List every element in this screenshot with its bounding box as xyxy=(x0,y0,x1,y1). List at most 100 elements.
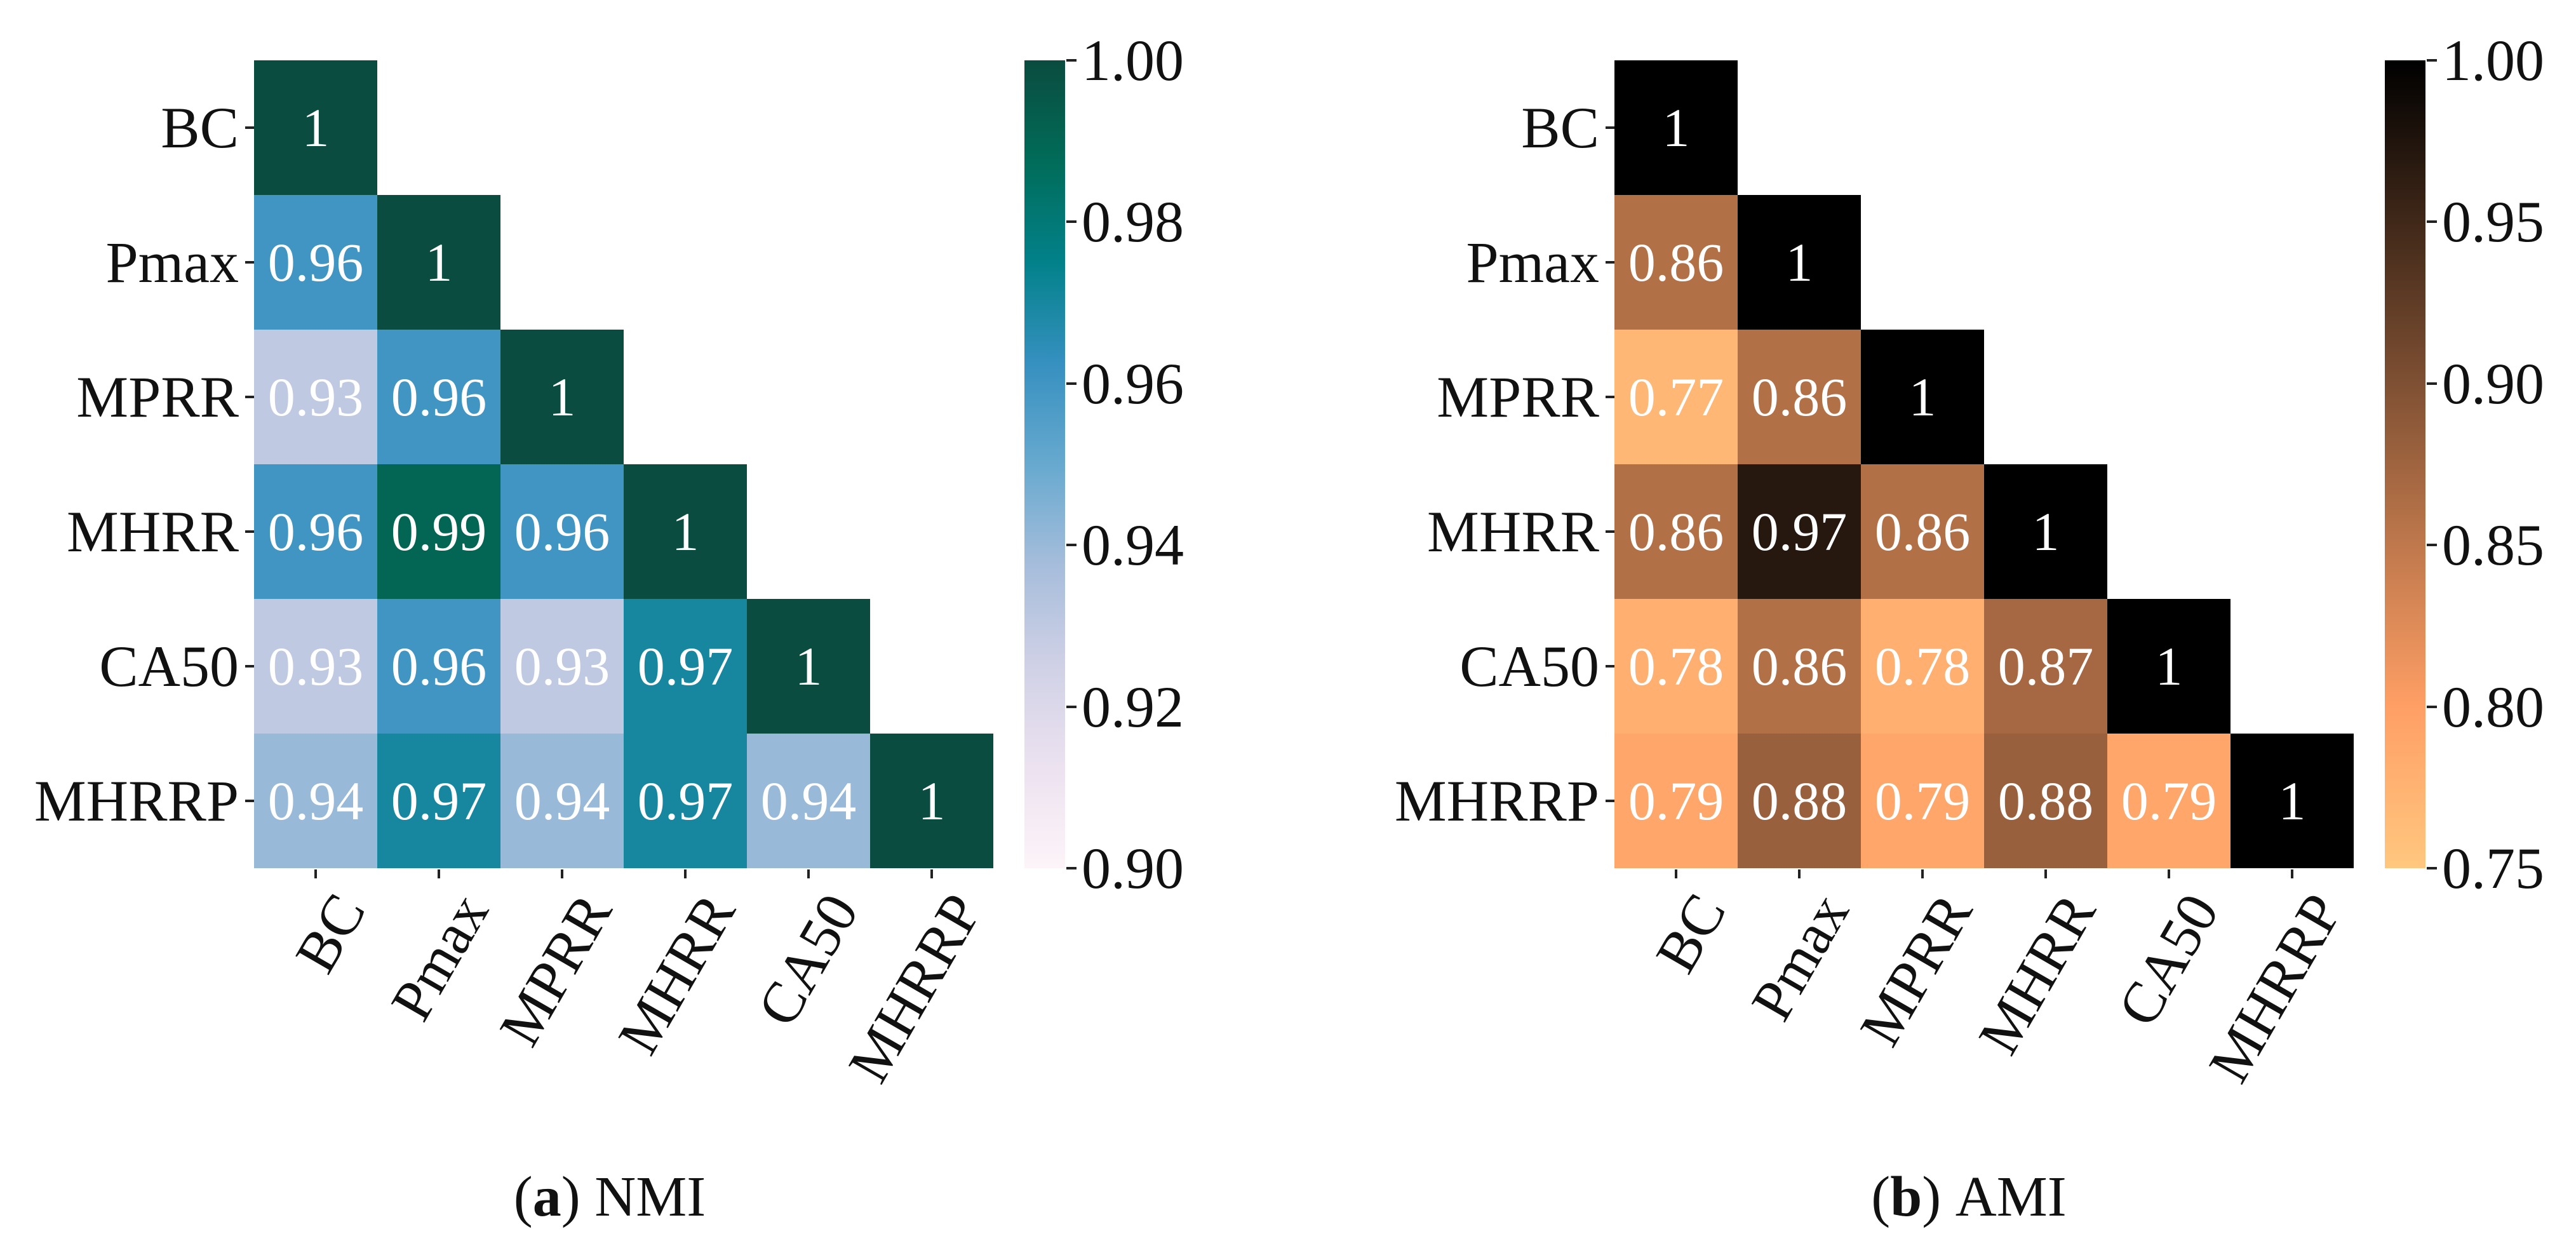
heatmap-cell-value: 0.78 xyxy=(1874,636,1971,697)
heatmap-cell: 0.79 xyxy=(1861,734,1984,868)
colorbar-tick-label: 0.96 xyxy=(1082,351,1184,416)
heatmap-cell: 0.79 xyxy=(2107,734,2231,868)
caption-paren-open: ( xyxy=(513,1165,533,1228)
heatmap-cell-value: 0.79 xyxy=(2121,770,2217,831)
heatmap-cell-value: 1 xyxy=(1662,97,1690,158)
col-label-ca50: CA50 xyxy=(2105,883,2232,1037)
heatmap-cell: 1 xyxy=(1738,195,1861,330)
row-label-ca50: CA50 xyxy=(1459,634,1599,699)
colorbar-tick-label: 1.00 xyxy=(1082,28,1184,93)
row-label-mhrrp: MHRRP xyxy=(34,768,239,833)
caption-paren-close: ) xyxy=(1922,1165,1942,1228)
colorbar-tick-label: 1.00 xyxy=(2442,28,2544,93)
heatmap-cell-value: 1 xyxy=(918,770,946,831)
heatmap-cell-value: 0.93 xyxy=(514,636,610,697)
x-axis-tick xyxy=(314,869,317,878)
heatmap-cell: 0.96 xyxy=(500,464,624,599)
x-axis-tick xyxy=(2044,869,2047,878)
caption-title: AMI xyxy=(1941,1165,2067,1228)
heatmap-cell: 0.96 xyxy=(254,195,377,330)
heatmap-cell: 0.97 xyxy=(377,734,500,868)
heatmap-cell-value: 0.96 xyxy=(391,636,487,697)
y-axis-tick xyxy=(1606,261,1614,264)
colorbar-tick xyxy=(1066,705,1077,708)
heatmap-cell-value: 0.94 xyxy=(267,770,364,831)
colorbar-tick xyxy=(1066,867,1077,869)
row-label-bc: BC xyxy=(161,95,239,160)
row-label-mprr: MPRR xyxy=(76,365,239,429)
y-axis-tick xyxy=(245,126,254,129)
heatmap-cell: 1 xyxy=(254,60,377,195)
heatmap-cell-value: 1 xyxy=(1785,232,1813,293)
subfigure-caption-ami: (b) AMI xyxy=(1871,1169,2067,1226)
heatmap-cell-value: 1 xyxy=(548,366,576,427)
heatmap-cell: 0.96 xyxy=(254,464,377,599)
colorbar-tick-label: 0.85 xyxy=(2442,513,2544,578)
y-axis-tick xyxy=(245,530,254,533)
heatmap-cell: 0.87 xyxy=(1984,599,2107,734)
subfigure-caption-nmi: (a) NMI xyxy=(514,1169,706,1226)
y-axis-tick xyxy=(1606,126,1614,129)
heatmap-cell-value: 0.86 xyxy=(1751,366,1848,427)
x-axis-tick xyxy=(807,869,810,878)
heatmap-cell-value: 1 xyxy=(1909,366,1936,427)
heatmap-cell: 1 xyxy=(2107,599,2231,734)
colorbar-tick xyxy=(1066,59,1077,62)
y-axis-tick xyxy=(245,261,254,264)
heatmap-cell: 0.86 xyxy=(1861,464,1984,599)
heatmap-cell-value: 0.96 xyxy=(267,501,364,562)
heatmap-cell-value: 0.96 xyxy=(391,366,487,427)
x-axis-tick xyxy=(930,869,933,878)
y-axis-tick xyxy=(1606,800,1614,802)
x-axis-tick xyxy=(2168,869,2170,878)
colorbar-tick xyxy=(2427,544,2437,547)
row-label-mprr: MPRR xyxy=(1437,365,1599,429)
heatmap-cell: 0.86 xyxy=(1738,599,1861,734)
colorbar-ami xyxy=(2385,60,2425,868)
heatmap-cell-value: 0.99 xyxy=(391,501,487,562)
colorbar-tick-label: 0.90 xyxy=(1082,836,1184,901)
heatmap-cell: 0.86 xyxy=(1738,330,1861,464)
heatmap-cell: 1 xyxy=(1861,330,1984,464)
heatmap-cell-value: 0.97 xyxy=(637,636,734,697)
heatmap-cell: 0.77 xyxy=(1614,330,1738,464)
heatmap-cell: 0.78 xyxy=(1861,599,1984,734)
row-label-pmax: Pmax xyxy=(1466,230,1599,295)
x-axis-tick xyxy=(561,869,563,878)
colorbar-tick-label: 0.90 xyxy=(2442,351,2544,416)
row-label-mhrr: MHRR xyxy=(1427,499,1599,564)
heatmap-cell-value: 1 xyxy=(302,97,330,158)
heatmap-cell-value: 0.94 xyxy=(760,770,857,831)
col-label-mprr: MPRR xyxy=(1847,883,1985,1056)
heatmap-cell: 1 xyxy=(624,464,747,599)
heatmap-cell: 1 xyxy=(747,599,870,734)
heatmap-cell-value: 1 xyxy=(2032,501,2060,562)
heatmap-cell-value: 0.77 xyxy=(1628,366,1724,427)
colorbar-tick-label: 0.94 xyxy=(1082,513,1184,578)
col-label-bc: BC xyxy=(1643,883,1739,983)
heatmap-cell: 0.93 xyxy=(254,330,377,464)
heatmap-cell-value: 0.93 xyxy=(267,636,364,697)
heatmap-cell-value: 0.96 xyxy=(267,232,364,293)
heatmap-cell: 1 xyxy=(377,195,500,330)
heatmap-cell-value: 0.94 xyxy=(514,770,610,831)
col-label-pmax: Pmax xyxy=(1738,883,1862,1031)
heatmap-cell: 0.99 xyxy=(377,464,500,599)
heatmap-cell-value: 0.86 xyxy=(1751,636,1848,697)
colorbar-tick-label: 0.98 xyxy=(1082,189,1184,255)
colorbar-tick-label: 0.75 xyxy=(2442,836,2544,901)
heatmap-cell: 0.97 xyxy=(624,599,747,734)
row-label-ca50: CA50 xyxy=(99,634,239,699)
heatmap-cell-value: 0.93 xyxy=(267,366,364,427)
caption-letter: b xyxy=(1890,1165,1922,1228)
heatmap-cell-value: 0.88 xyxy=(1997,770,2094,831)
colorbar-tick xyxy=(2427,382,2437,385)
x-axis-tick xyxy=(684,869,687,878)
x-axis-tick xyxy=(438,869,440,878)
heatmap-cell: 1 xyxy=(2231,734,2354,868)
x-axis-tick xyxy=(2291,869,2293,878)
colorbar-tick xyxy=(1066,382,1077,385)
y-axis-tick xyxy=(1606,530,1614,533)
heatmap-cell: 1 xyxy=(1984,464,2107,599)
